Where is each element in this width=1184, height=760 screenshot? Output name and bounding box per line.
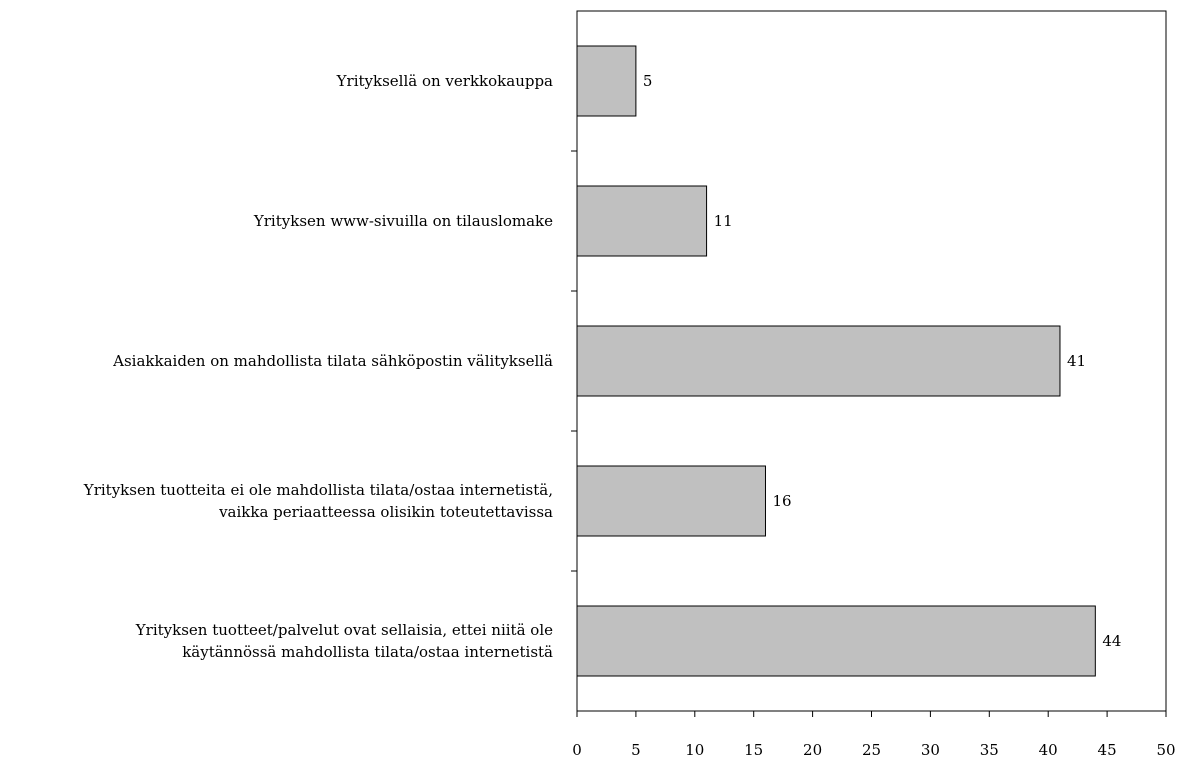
category-label-line: Yrityksen tuotteita ei ole mahdollista t…	[83, 481, 553, 499]
x-tick-label: 45	[1098, 741, 1117, 759]
x-tick-label: 30	[921, 741, 940, 759]
x-tick-label: 10	[685, 741, 704, 759]
category-label-line: Asiakkaiden on mahdollista tilata sähköp…	[112, 352, 553, 370]
bar-value-label: 44	[1102, 632, 1121, 650]
bar	[576, 45, 637, 117]
category-label: Yrityksen tuotteita ei ole mahdollista t…	[83, 481, 553, 521]
bar	[576, 185, 708, 257]
category-label-line: vaikka periaatteessa olisikin toteutetta…	[218, 503, 553, 521]
x-tick-label: 5	[631, 741, 641, 759]
category-label: Yrityksen www-sivuilla on tilauslomake	[253, 212, 553, 230]
category-label-line: Yrityksen tuotteet/palvelut ovat sellais…	[135, 621, 553, 639]
category-label: Yrityksellä on verkkokauppa	[336, 72, 553, 90]
category-label-line: Yrityksen www-sivuilla on tilauslomake	[253, 212, 553, 230]
x-tick-label: 20	[803, 741, 822, 759]
bar-value-label: 16	[772, 492, 791, 510]
bar-value-label: 5	[643, 72, 653, 90]
x-tick-label: 25	[862, 741, 881, 759]
bar-value-label: 11	[714, 212, 733, 230]
x-tick-label: 40	[1039, 741, 1058, 759]
x-tick-label: 35	[980, 741, 999, 759]
bar	[576, 465, 766, 537]
category-label-line: käytännössä mahdollista tilata/ostaa int…	[182, 643, 553, 661]
x-tick-label: 15	[744, 741, 763, 759]
bar-value-label: 41	[1067, 352, 1086, 370]
x-tick-label: 0	[572, 741, 582, 759]
x-tick-label: 50	[1156, 741, 1175, 759]
bar	[576, 605, 1096, 677]
category-label-line: Yrityksellä on verkkokauppa	[336, 72, 553, 90]
category-label: Yrityksen tuotteet/palvelut ovat sellais…	[135, 621, 553, 661]
bar	[576, 325, 1061, 397]
category-label: Asiakkaiden on mahdollista tilata sähköp…	[112, 352, 553, 370]
